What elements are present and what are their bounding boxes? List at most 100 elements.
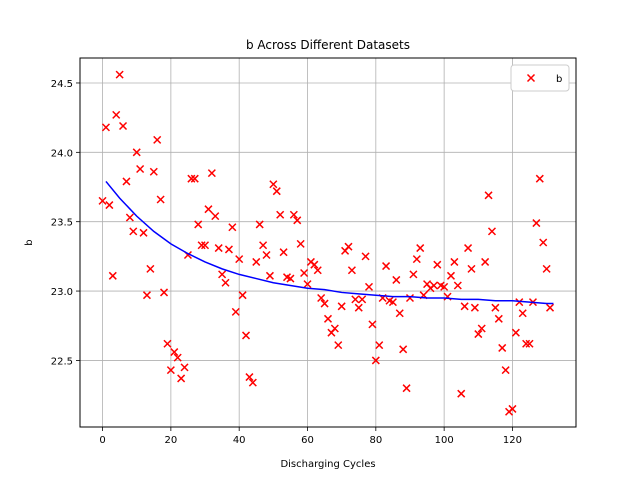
x-tick-label: 60 xyxy=(301,435,314,446)
marker-stroke xyxy=(293,216,302,225)
marker-stroke xyxy=(105,201,114,210)
data-point xyxy=(371,356,380,365)
marker-stroke xyxy=(392,275,401,284)
data-point xyxy=(112,110,121,119)
x-tick-label: 0 xyxy=(99,435,105,446)
marker-stroke xyxy=(231,307,240,316)
marker-stroke xyxy=(320,299,329,308)
data-point xyxy=(293,216,302,225)
chart-title: b Across Different Datasets xyxy=(246,38,410,52)
data-point xyxy=(323,314,333,323)
marker-stroke xyxy=(354,303,363,312)
data-point xyxy=(487,227,496,236)
marker-stroke xyxy=(532,219,541,228)
marker-stroke xyxy=(207,169,216,178)
marker-stroke xyxy=(119,121,128,131)
data-point xyxy=(518,309,527,318)
marker-stroke xyxy=(330,324,339,333)
data-point xyxy=(238,291,247,300)
marker-stroke xyxy=(163,339,172,348)
marker-stroke xyxy=(170,348,179,357)
data-point xyxy=(542,264,551,273)
marker-stroke xyxy=(112,110,121,119)
data-point xyxy=(190,174,199,183)
marker-stroke xyxy=(101,123,110,132)
marker-stroke xyxy=(443,292,452,301)
data-point xyxy=(163,339,172,348)
x-tick-label: 120 xyxy=(503,435,522,446)
x-tick-label: 100 xyxy=(435,435,454,446)
data-point xyxy=(467,264,476,273)
data-point xyxy=(245,373,254,382)
marker-stroke xyxy=(388,298,397,307)
data-point xyxy=(412,255,421,264)
marker-stroke xyxy=(269,180,278,189)
marker-stroke xyxy=(245,373,254,382)
data-point xyxy=(173,353,182,362)
legend: b xyxy=(510,64,570,92)
data-point xyxy=(344,242,353,251)
data-point xyxy=(508,404,517,413)
data-point xyxy=(491,303,500,312)
marker-stroke xyxy=(334,341,343,350)
marker-stroke xyxy=(190,174,199,183)
marker-stroke xyxy=(323,314,333,323)
marker-stroke xyxy=(153,135,162,144)
marker-stroke xyxy=(218,270,227,279)
data-point xyxy=(166,366,175,375)
data-point xyxy=(204,205,213,214)
marker-stroke xyxy=(259,241,268,250)
marker-stroke xyxy=(241,331,251,340)
marker-stroke xyxy=(136,164,145,174)
marker-stroke xyxy=(511,328,520,337)
data-point xyxy=(464,244,473,253)
marker-stroke xyxy=(412,255,421,264)
marker-stroke xyxy=(546,303,555,312)
data-point xyxy=(457,389,466,398)
data-point xyxy=(539,238,548,247)
data-point xyxy=(320,299,329,308)
marker-stroke xyxy=(423,280,432,289)
marker-stroke xyxy=(440,282,449,291)
data-point xyxy=(334,341,343,350)
data-point xyxy=(440,282,449,291)
legend-marker-stroke xyxy=(526,73,536,83)
data-point xyxy=(98,196,107,205)
marker-stroke xyxy=(487,227,496,236)
marker-stroke xyxy=(470,303,479,312)
data-point xyxy=(347,266,356,275)
data-point xyxy=(395,309,404,318)
data-point xyxy=(187,174,196,183)
data-point xyxy=(262,250,271,260)
marker-stroke xyxy=(248,378,257,387)
data-point xyxy=(296,239,305,248)
data-point xyxy=(477,324,486,333)
marker-stroke xyxy=(453,281,462,290)
data-point xyxy=(286,274,295,283)
data-point xyxy=(224,245,233,254)
data-point xyxy=(101,123,110,132)
legend-box xyxy=(510,64,570,92)
marker-stroke xyxy=(358,295,367,304)
data-point xyxy=(429,281,438,290)
data-point xyxy=(450,257,459,266)
marker-stroke xyxy=(286,274,295,283)
marker-stroke xyxy=(235,255,244,264)
data-point xyxy=(170,348,179,357)
data-point xyxy=(446,271,456,280)
marker-stroke xyxy=(518,309,527,318)
marker-stroke xyxy=(228,223,237,232)
marker-stroke xyxy=(149,167,158,176)
marker-stroke xyxy=(146,264,155,273)
data-point xyxy=(160,288,169,297)
data-point xyxy=(409,270,418,279)
marker-stroke xyxy=(122,177,131,186)
x-axis: 0 20 40 60 80 100 120 xyxy=(99,427,522,446)
data-point xyxy=(368,320,377,329)
marker-stroke xyxy=(382,262,391,271)
data-point xyxy=(416,244,425,253)
data-point xyxy=(207,169,216,178)
data-point xyxy=(180,363,189,372)
data-point xyxy=(313,266,322,275)
marker-stroke xyxy=(405,293,415,303)
